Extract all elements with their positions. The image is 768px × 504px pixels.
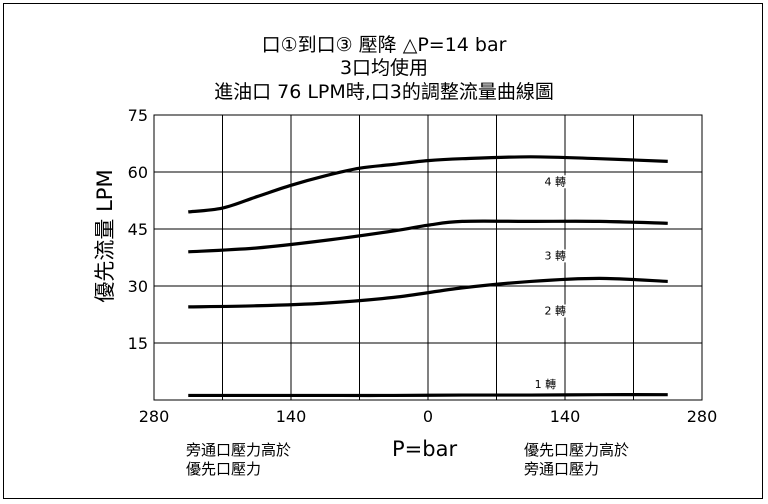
series-label-1: 1 轉 bbox=[535, 378, 557, 391]
x-region-note-right-line-1: 優先口壓力高於 bbox=[524, 441, 630, 459]
y-tick-label: 30 bbox=[128, 277, 148, 296]
series-label-3: 3 轉 bbox=[544, 249, 566, 262]
x-tick-label: 140 bbox=[550, 407, 581, 426]
x-tick-label: 0 bbox=[423, 407, 433, 426]
x-region-note-right: 優先口壓力高於 旁通口壓力 bbox=[524, 441, 629, 479]
series-label-background bbox=[531, 377, 560, 391]
series-label-background bbox=[541, 175, 570, 189]
x-region-note-left-line-2: 優先口壓力 bbox=[186, 460, 262, 478]
y-tick-label: 75 bbox=[128, 106, 148, 125]
series-label-background bbox=[541, 304, 570, 318]
chart-frame bbox=[3, 3, 763, 499]
x-tick-label: 280 bbox=[139, 407, 170, 426]
series-line-4 bbox=[188, 155, 668, 214]
y-axis-label: 優先流量 LPM bbox=[93, 169, 117, 303]
x-region-note-left: 旁通口壓力高於 優先口壓力 bbox=[186, 441, 291, 479]
y-tick-label: 45 bbox=[128, 220, 148, 239]
series-line-1 bbox=[188, 393, 668, 398]
y-tick-label: 15 bbox=[128, 334, 148, 353]
chart-title-line-1: 口①到口③ 壓降 △P=14 bar bbox=[261, 34, 507, 56]
series-label-2: 2 轉 bbox=[544, 305, 566, 318]
x-tick-label: 280 bbox=[687, 407, 718, 426]
chart-title-line-3: 進油口 76 LPM時,口3的調整流量曲線圖 bbox=[214, 81, 554, 103]
series-label-background bbox=[541, 249, 570, 263]
series-line-2 bbox=[188, 276, 668, 309]
x-region-note-left-line-1: 旁通口壓力高於 bbox=[186, 441, 292, 459]
series-label-4: 4 轉 bbox=[544, 175, 566, 188]
x-axis-label: P=bar bbox=[392, 437, 458, 461]
y-tick-label: 60 bbox=[128, 163, 148, 182]
chart-title-line-2: 3口均使用 bbox=[339, 57, 429, 79]
x-region-note-right-line-2: 旁通口壓力 bbox=[524, 460, 600, 478]
series-line-3 bbox=[188, 219, 668, 254]
x-tick-label: 140 bbox=[276, 407, 307, 426]
